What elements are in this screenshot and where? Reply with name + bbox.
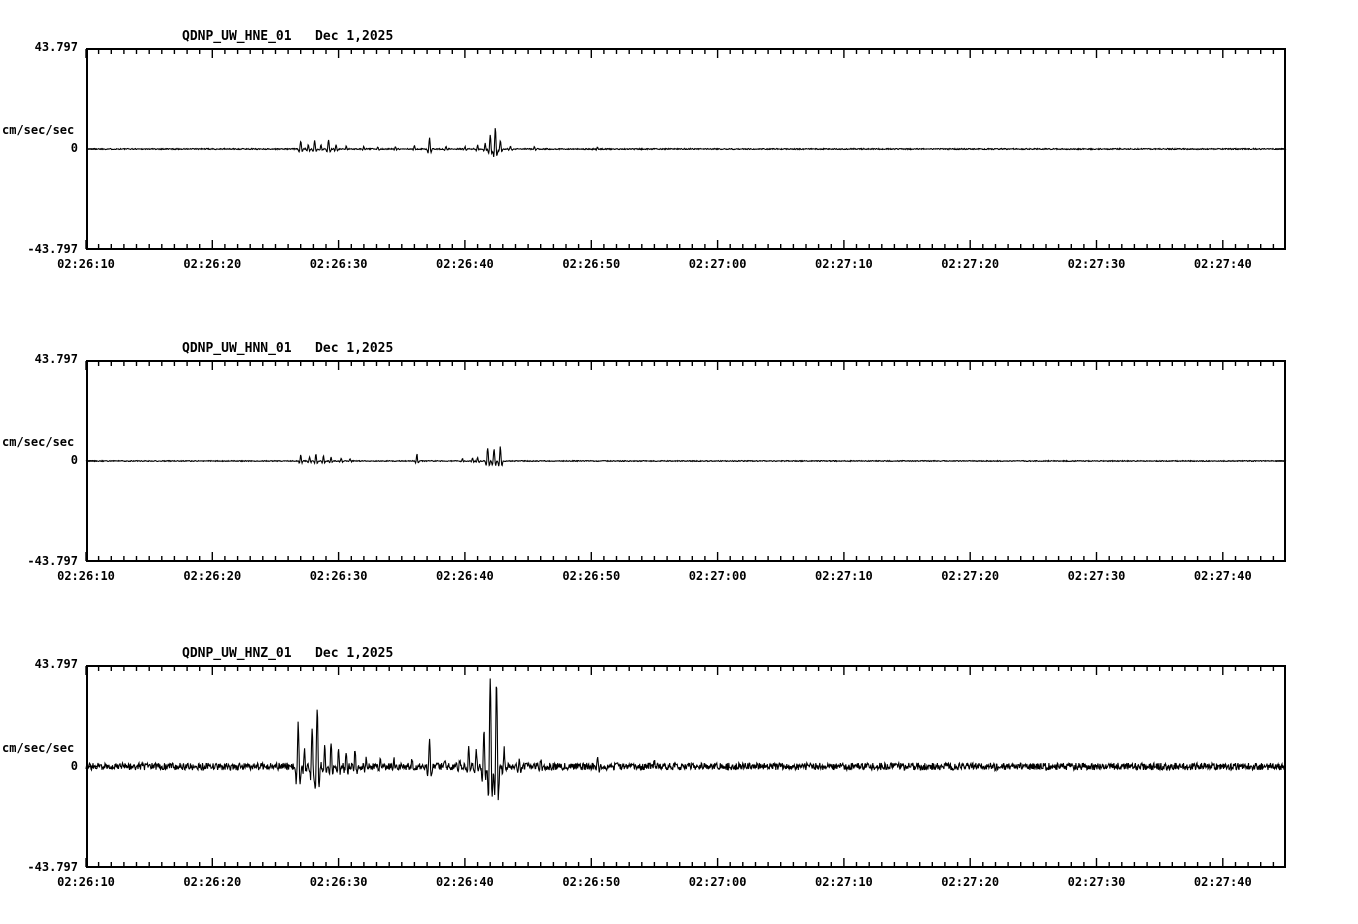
y-tick-bottom-hnz: -43.797 xyxy=(27,860,78,874)
panel-title-hnn: QDNP_UW_HNN_01 Dec 1,2025 xyxy=(182,341,394,356)
x-tick-label-hne-9: 02:27:40 xyxy=(1193,257,1252,271)
x-tick-label-hnz-7: 02:27:20 xyxy=(941,875,1000,889)
plot-frame-hnz xyxy=(86,665,1286,868)
x-tick-label-hnn-3: 02:26:40 xyxy=(435,569,494,583)
x-tick-label-hnz-5: 02:27:00 xyxy=(688,875,747,889)
x-tick-label-hnz-1: 02:26:20 xyxy=(183,875,242,889)
y-tick-zero-hne: 0 xyxy=(70,141,78,155)
x-tick-label-hnz-9: 02:27:40 xyxy=(1193,875,1252,889)
x-tick-label-hnn-8: 02:27:30 xyxy=(1067,569,1126,583)
x-tick-label-hne-8: 02:27:30 xyxy=(1067,257,1126,271)
x-tick-label-hne-3: 02:26:40 xyxy=(435,257,494,271)
x-tick-label-hnn-7: 02:27:20 xyxy=(941,569,1000,583)
y-tick-bottom-hnn: -43.797 xyxy=(27,554,78,568)
x-tick-label-hne-7: 02:27:20 xyxy=(941,257,1000,271)
y-axis-units-hnn: cm/sec/sec xyxy=(2,435,75,449)
x-tick-label-hnn-1: 02:26:20 xyxy=(183,569,242,583)
y-tick-top-hnz: 43.797 xyxy=(34,657,78,671)
x-tick-label-hnz-6: 02:27:10 xyxy=(814,875,873,889)
y-tick-zero-hnz: 0 xyxy=(70,758,78,773)
x-tick-label-hne-1: 02:26:20 xyxy=(183,257,242,271)
x-tick-label-hnz-8: 02:27:30 xyxy=(1067,875,1126,889)
x-tick-label-hne-0: 02:26:10 xyxy=(57,257,115,271)
x-tick-label-hnn-0: 02:26:10 xyxy=(57,569,115,583)
x-tick-label-hnz-4: 02:26:50 xyxy=(562,875,621,889)
x-tick-label-hne-5: 02:27:00 xyxy=(688,257,747,271)
x-tick-label-hnn-5: 02:27:00 xyxy=(688,569,747,583)
x-tick-label-hnn-2: 02:26:30 xyxy=(309,569,368,583)
x-tick-label-hnz-3: 02:26:40 xyxy=(435,875,494,889)
x-tick-label-hne-4: 02:26:50 xyxy=(562,257,621,271)
x-tick-label-hnn-4: 02:26:50 xyxy=(562,569,621,583)
y-tick-top-hnn: 43.797 xyxy=(34,352,78,366)
y-tick-zero-hnn: 0 xyxy=(70,453,78,467)
x-tick-label-hne-6: 02:27:10 xyxy=(814,257,873,271)
x-tick-label-hnn-6: 02:27:10 xyxy=(814,569,873,583)
y-tick-top-hne: 43.797 xyxy=(34,40,78,54)
y-tick-bottom-hne: -43.797 xyxy=(27,242,78,256)
panel-title-hne: QDNP_UW_HNE_01 Dec 1,2025 xyxy=(182,29,394,44)
y-axis-units-hnz: cm/sec/sec xyxy=(2,740,75,755)
y-axis-units-hne: cm/sec/sec xyxy=(2,123,75,137)
x-tick-label-hne-2: 02:26:30 xyxy=(309,257,368,271)
x-tick-label-hnz-2: 02:26:30 xyxy=(309,875,368,889)
panel-title-hnz: QDNP_UW_HNZ_01 Dec 1,2025 xyxy=(182,646,394,661)
x-tick-label-hnz-0: 02:26:10 xyxy=(57,875,115,889)
x-tick-label-hnn-9: 02:27:40 xyxy=(1193,569,1252,583)
